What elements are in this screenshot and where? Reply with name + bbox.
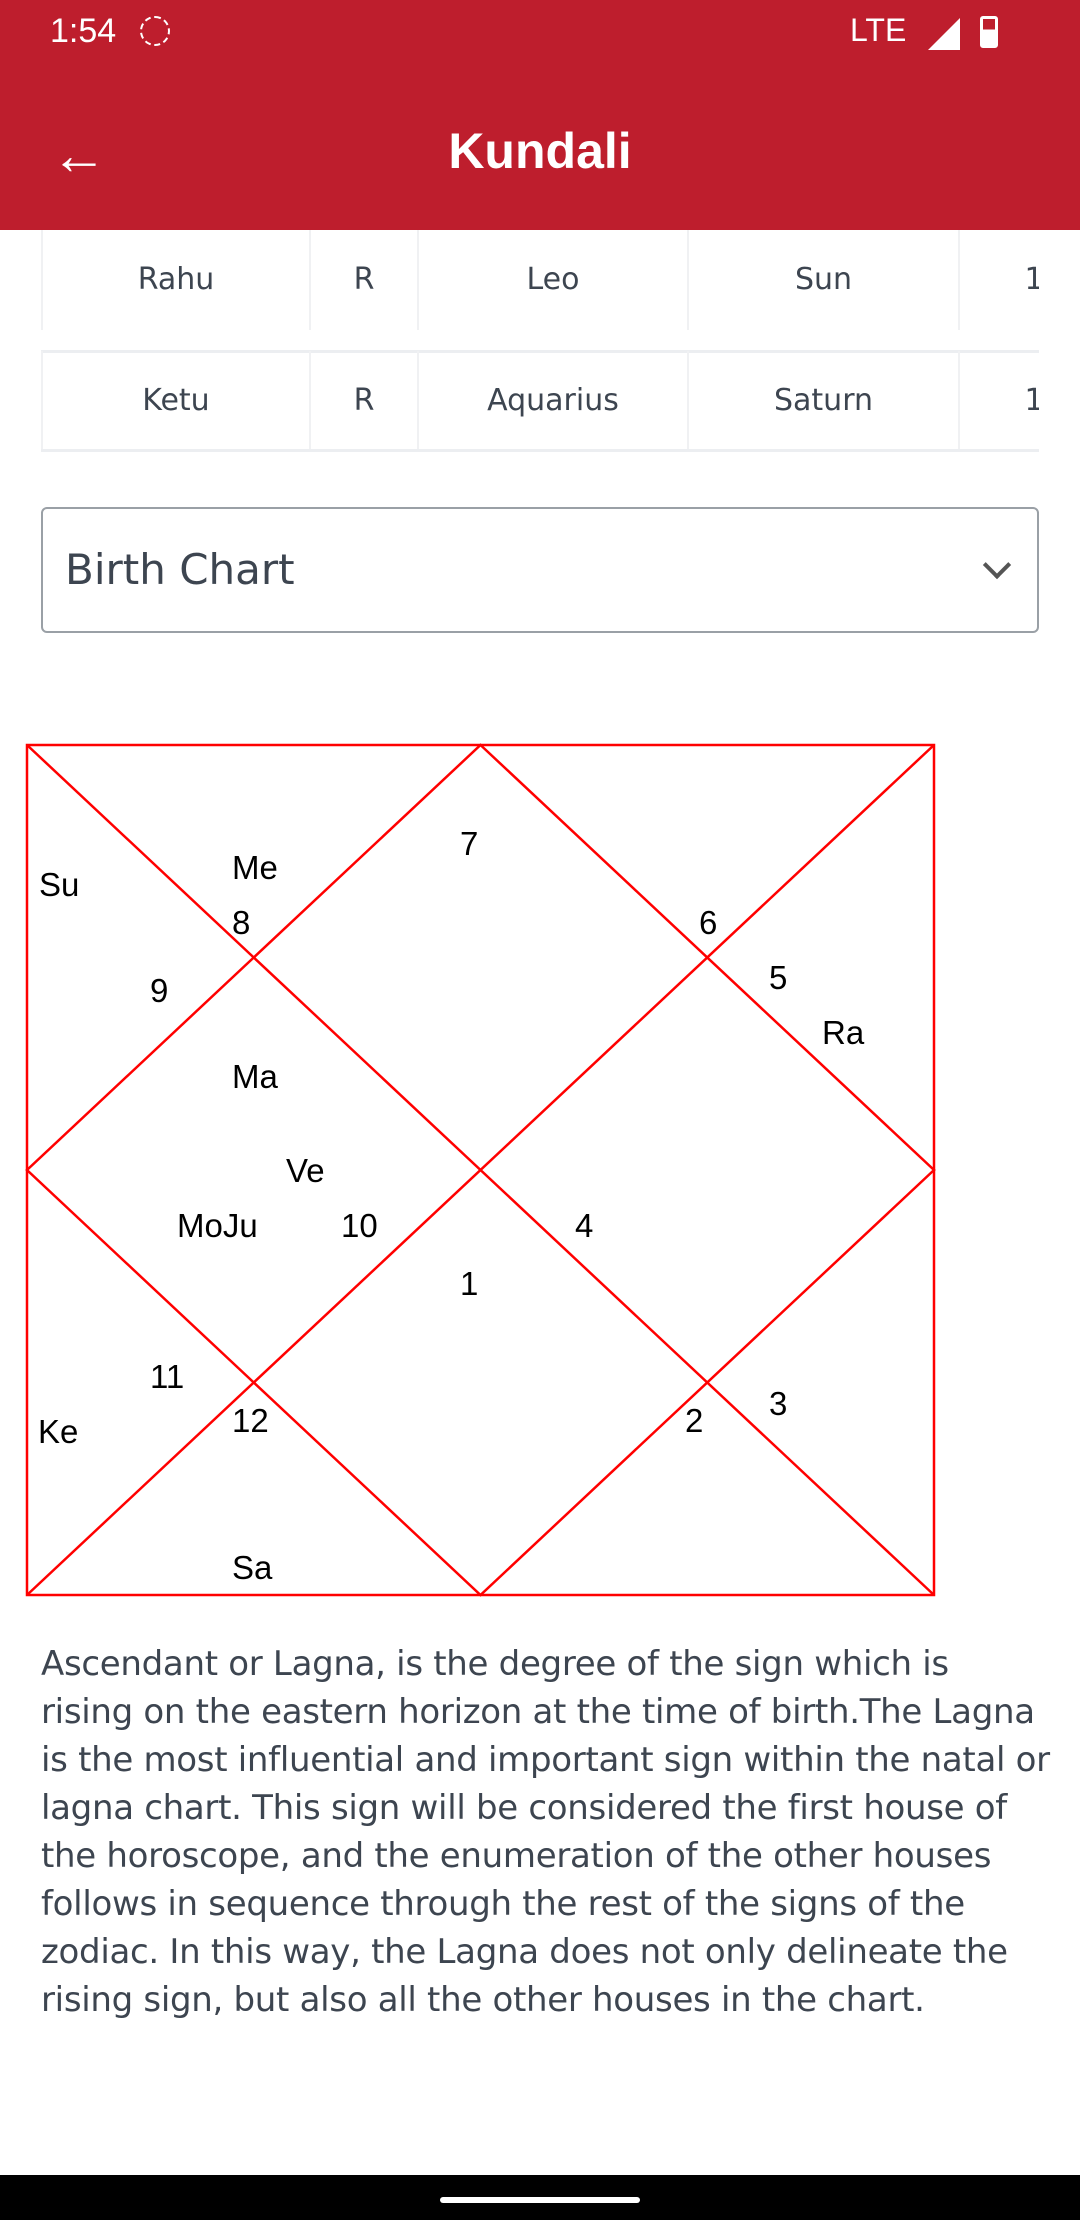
cell-retro: R bbox=[311, 351, 419, 451]
house-2: 2 bbox=[685, 1402, 704, 1439]
app-bar: ← Kundali bbox=[0, 80, 1080, 230]
cell-sign: Leo bbox=[419, 230, 689, 330]
house-7: 7 bbox=[460, 825, 479, 862]
house-4: 4 bbox=[575, 1207, 594, 1244]
planet-moju: MoJu bbox=[177, 1207, 258, 1244]
house-3: 3 bbox=[769, 1385, 788, 1422]
chart-diagonal bbox=[26, 744, 935, 1596]
cell-degree: 1 bbox=[960, 351, 1039, 451]
cell-planet: Rahu bbox=[41, 230, 311, 330]
house-8: 8 bbox=[232, 904, 251, 941]
planet-ve: Ve bbox=[286, 1152, 325, 1189]
page-title: Kundali bbox=[448, 123, 632, 179]
house-1: 1 bbox=[460, 1265, 479, 1302]
home-handle[interactable] bbox=[440, 2197, 640, 2203]
cell-lord: Saturn bbox=[689, 351, 960, 451]
table-row: Rahu R Leo Sun 1 bbox=[41, 230, 1039, 330]
cell-degree: 1 bbox=[960, 230, 1039, 330]
house-9: 9 bbox=[150, 972, 169, 1009]
house-12: 12 bbox=[232, 1402, 269, 1439]
planet-ra: Ra bbox=[822, 1014, 865, 1051]
cell-retro: R bbox=[311, 230, 419, 330]
house-10: 10 bbox=[341, 1207, 378, 1244]
dropdown-value: Birth Chart bbox=[65, 545, 295, 594]
chart-diagonal bbox=[26, 744, 935, 1596]
planet-sa: Sa bbox=[232, 1549, 273, 1586]
status-bar: 1:54 LTE bbox=[0, 0, 1080, 80]
chart-diamond bbox=[25, 743, 936, 1597]
row-divider bbox=[41, 449, 1039, 452]
lagna-description: Ascendant or Lagna, is the degree of the… bbox=[41, 1644, 1050, 2020]
cell-lord: Sun bbox=[689, 230, 960, 330]
house-11: 11 bbox=[150, 1358, 185, 1395]
planet-me: Me bbox=[232, 849, 278, 886]
planet-table: Rahu R Leo Sun 1 Ketu R Aquarius Saturn … bbox=[41, 230, 1039, 452]
navigation-bar bbox=[0, 2175, 1080, 2220]
house-5: 5 bbox=[769, 959, 788, 996]
planet-ma: Ma bbox=[232, 1058, 278, 1095]
chart-type-dropdown[interactable]: Birth Chart bbox=[41, 507, 1039, 633]
arrow-left-icon: ← bbox=[51, 123, 107, 186]
chevron-down-icon bbox=[982, 550, 1012, 580]
planet-su: Su bbox=[39, 866, 80, 903]
status-time: 1:54 bbox=[50, 12, 117, 50]
alarm-icon bbox=[140, 16, 170, 46]
cell-planet: Ketu bbox=[41, 351, 311, 451]
table-row: Ketu R Aquarius Saturn 1 bbox=[41, 351, 1039, 451]
signal-icon bbox=[928, 18, 960, 50]
row-divider bbox=[41, 350, 1039, 353]
chart-border bbox=[25, 743, 936, 1597]
cell-sign: Aquarius bbox=[419, 351, 689, 451]
planet-ke: Ke bbox=[38, 1413, 79, 1450]
battery-icon bbox=[980, 16, 998, 48]
house-6: 6 bbox=[699, 904, 718, 941]
network-type: LTE bbox=[850, 12, 907, 48]
back-button[interactable]: ← bbox=[44, 120, 114, 190]
